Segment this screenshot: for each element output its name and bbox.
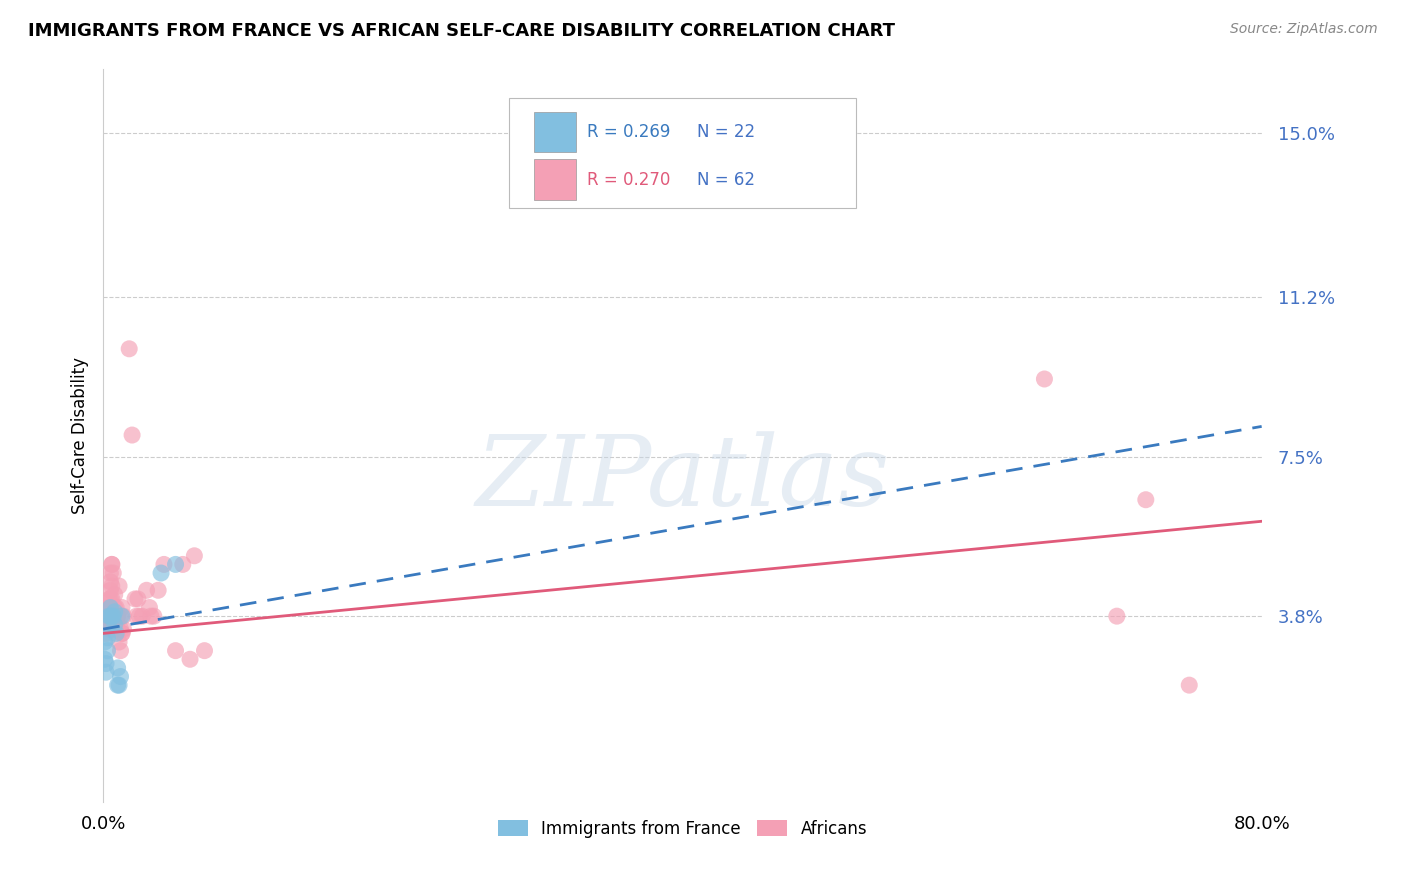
Point (103, 622, 125, 636)
Point (96, 600, 118, 615)
Point (98, 566, 121, 580)
Text: N = 22: N = 22 (697, 123, 755, 141)
Point (142, 609, 165, 624)
Point (96, 605, 118, 619)
FancyBboxPatch shape (509, 98, 856, 208)
Text: R = 0.270: R = 0.270 (588, 170, 671, 188)
Point (101, 609, 124, 624)
Point (105, 609, 128, 624)
Point (94, 665, 117, 680)
Point (94, 609, 117, 624)
Point (107, 622, 129, 636)
Point (93, 617, 115, 632)
Point (105, 600, 128, 615)
Point (96, 643, 118, 657)
Point (110, 622, 132, 636)
Point (1135, 492, 1157, 507)
Text: R = 0.269: R = 0.269 (588, 123, 671, 141)
Point (150, 566, 173, 580)
Point (107, 609, 129, 624)
Bar (534, 112, 576, 152)
Point (104, 609, 127, 624)
Text: N = 62: N = 62 (697, 170, 755, 188)
Point (112, 609, 135, 624)
Point (107, 678, 129, 692)
Point (1033, 372, 1056, 386)
Point (111, 609, 134, 624)
Point (98, 591, 121, 606)
Point (98, 583, 121, 598)
Point (193, 643, 215, 657)
Point (94, 626, 117, 640)
Point (93, 609, 115, 624)
Point (96, 609, 118, 624)
Point (127, 591, 149, 606)
Point (97, 600, 120, 615)
Point (110, 609, 132, 624)
Point (105, 617, 128, 632)
Point (98, 600, 121, 615)
Point (139, 609, 162, 624)
Point (146, 583, 169, 598)
Point (165, 558, 187, 572)
Point (108, 579, 131, 593)
Point (112, 622, 135, 636)
Point (128, 609, 150, 624)
Point (97, 591, 120, 606)
Text: IMMIGRANTS FROM FRANCE VS AFRICAN SELF-CARE DISABILITY CORRELATION CHART: IMMIGRANTS FROM FRANCE VS AFRICAN SELF-C… (28, 22, 896, 40)
Point (104, 617, 127, 632)
Point (110, 643, 132, 657)
Point (111, 626, 134, 640)
Text: Source: ZipAtlas.com: Source: ZipAtlas.com (1230, 22, 1378, 37)
Point (103, 617, 125, 632)
Legend: Immigrants from France, Africans: Immigrants from France, Africans (491, 814, 875, 845)
Y-axis label: Self-Care Disability: Self-Care Disability (72, 357, 89, 514)
Point (172, 558, 194, 572)
Point (108, 635, 131, 649)
Point (165, 643, 187, 657)
Point (97, 617, 120, 632)
Point (101, 558, 124, 572)
Text: ZIPatlas: ZIPatlas (475, 432, 890, 526)
Point (108, 678, 131, 692)
Point (138, 600, 160, 615)
Point (105, 626, 128, 640)
Point (101, 558, 124, 572)
Point (94, 614, 117, 628)
Point (118, 342, 141, 356)
Point (135, 583, 157, 598)
Point (97, 622, 120, 636)
Point (104, 605, 127, 619)
Point (97, 609, 120, 624)
Point (103, 566, 125, 580)
Point (125, 609, 148, 624)
Point (93, 635, 115, 649)
Point (121, 428, 143, 442)
Point (96, 631, 118, 645)
Point (104, 588, 127, 602)
Point (111, 600, 134, 615)
Point (153, 558, 176, 572)
Point (131, 609, 153, 624)
Point (107, 661, 129, 675)
Point (104, 600, 127, 615)
Point (98, 609, 121, 624)
Point (111, 626, 134, 640)
Bar (534, 160, 576, 200)
Point (1105, 609, 1128, 624)
Point (103, 609, 125, 624)
Point (110, 669, 132, 683)
Point (1178, 678, 1201, 692)
Point (124, 591, 146, 606)
Point (98, 574, 121, 589)
Point (94, 657, 117, 671)
Point (101, 579, 124, 593)
Point (179, 652, 201, 666)
Point (101, 591, 124, 606)
Point (183, 549, 205, 563)
Point (93, 652, 115, 666)
Point (107, 609, 129, 624)
